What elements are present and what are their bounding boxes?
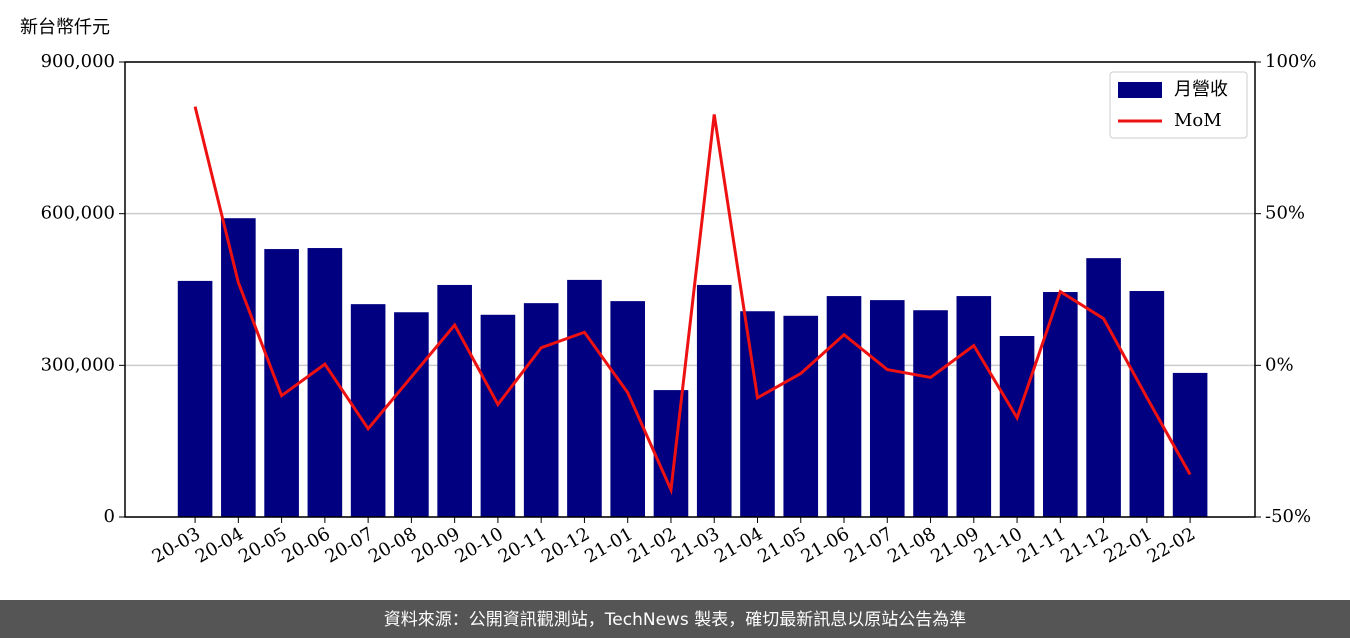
legend-label: 月營收 (1174, 79, 1228, 100)
footer-bar (0, 600, 1350, 638)
y2-tick-label: 50% (1265, 203, 1305, 224)
bar (523, 303, 559, 517)
y-tick-label: 300,000 (41, 354, 115, 375)
x-tick-label: 22-01 (1100, 523, 1155, 567)
x-tick-label: 21-11 (1014, 523, 1069, 567)
bar (480, 314, 516, 517)
x-tick-label: 20-08 (365, 523, 420, 567)
x-tick-label: 22-02 (1144, 523, 1199, 567)
plot-frame (124, 61, 1256, 518)
x-tick-label: 21-10 (971, 523, 1026, 567)
y-tick-label: 0 (104, 506, 115, 527)
x-tick-label: 21-07 (841, 523, 896, 567)
bar (869, 300, 905, 517)
x-tick-label: 21-01 (581, 523, 636, 567)
bar (394, 312, 429, 517)
bar (999, 336, 1035, 517)
y2-tick-label: 0% (1265, 354, 1294, 375)
x-tick-label: 21-02 (625, 523, 680, 567)
bar (913, 310, 948, 517)
x-tick-label: 20-06 (278, 523, 333, 567)
footer: 資料來源：公開資訊觀測站，TechNews 製表，確切最新訊息以原站公告為準 (384, 610, 966, 630)
x-tick-label: 20-07 (322, 523, 377, 567)
y-tick-label: 600,000 (41, 203, 115, 224)
x-tick-label: 21-05 (754, 523, 809, 567)
y-axis-label: 新台幣仟元 (20, 17, 110, 38)
x-tick-label: 21-03 (668, 523, 723, 567)
bar (1172, 372, 1208, 517)
bar (740, 311, 775, 517)
bar (1086, 258, 1121, 517)
bar (956, 296, 992, 517)
bar (610, 301, 646, 517)
line (193, 106, 1192, 496)
x-tick-label: 20-09 (408, 523, 463, 567)
bar (653, 390, 689, 517)
x-tick-label: 21-08 (884, 523, 939, 567)
x-tick-label: 20-12 (538, 523, 593, 567)
bar (437, 284, 472, 517)
x-tick-label: 20-10 (451, 523, 506, 567)
bar (783, 315, 819, 517)
bar (826, 296, 862, 517)
legend-label: MoM (1174, 110, 1222, 131)
x-tick-label: 20-05 (235, 523, 290, 567)
legend-swatch (1118, 82, 1162, 98)
bar (696, 284, 732, 517)
bar (177, 280, 213, 517)
bar (1129, 291, 1165, 517)
x-tick-label: 20-03 (149, 523, 204, 567)
x-tick-label: 21-09 (927, 523, 982, 567)
x-tick-label: 21-06 (798, 523, 853, 567)
y2-tick-label: -50% (1265, 506, 1311, 527)
y2-tick-label: 100% (1265, 51, 1316, 72)
bar (221, 218, 256, 517)
x-tick-label: 20-11 (495, 523, 550, 567)
x-tick-label: 21-04 (711, 523, 766, 567)
bar (264, 249, 299, 518)
x-tick-label: 21-12 (1057, 523, 1112, 567)
y-tick-label: 900,000 (41, 51, 115, 72)
x-tick-label: 20-04 (192, 523, 247, 567)
bar (567, 279, 602, 517)
